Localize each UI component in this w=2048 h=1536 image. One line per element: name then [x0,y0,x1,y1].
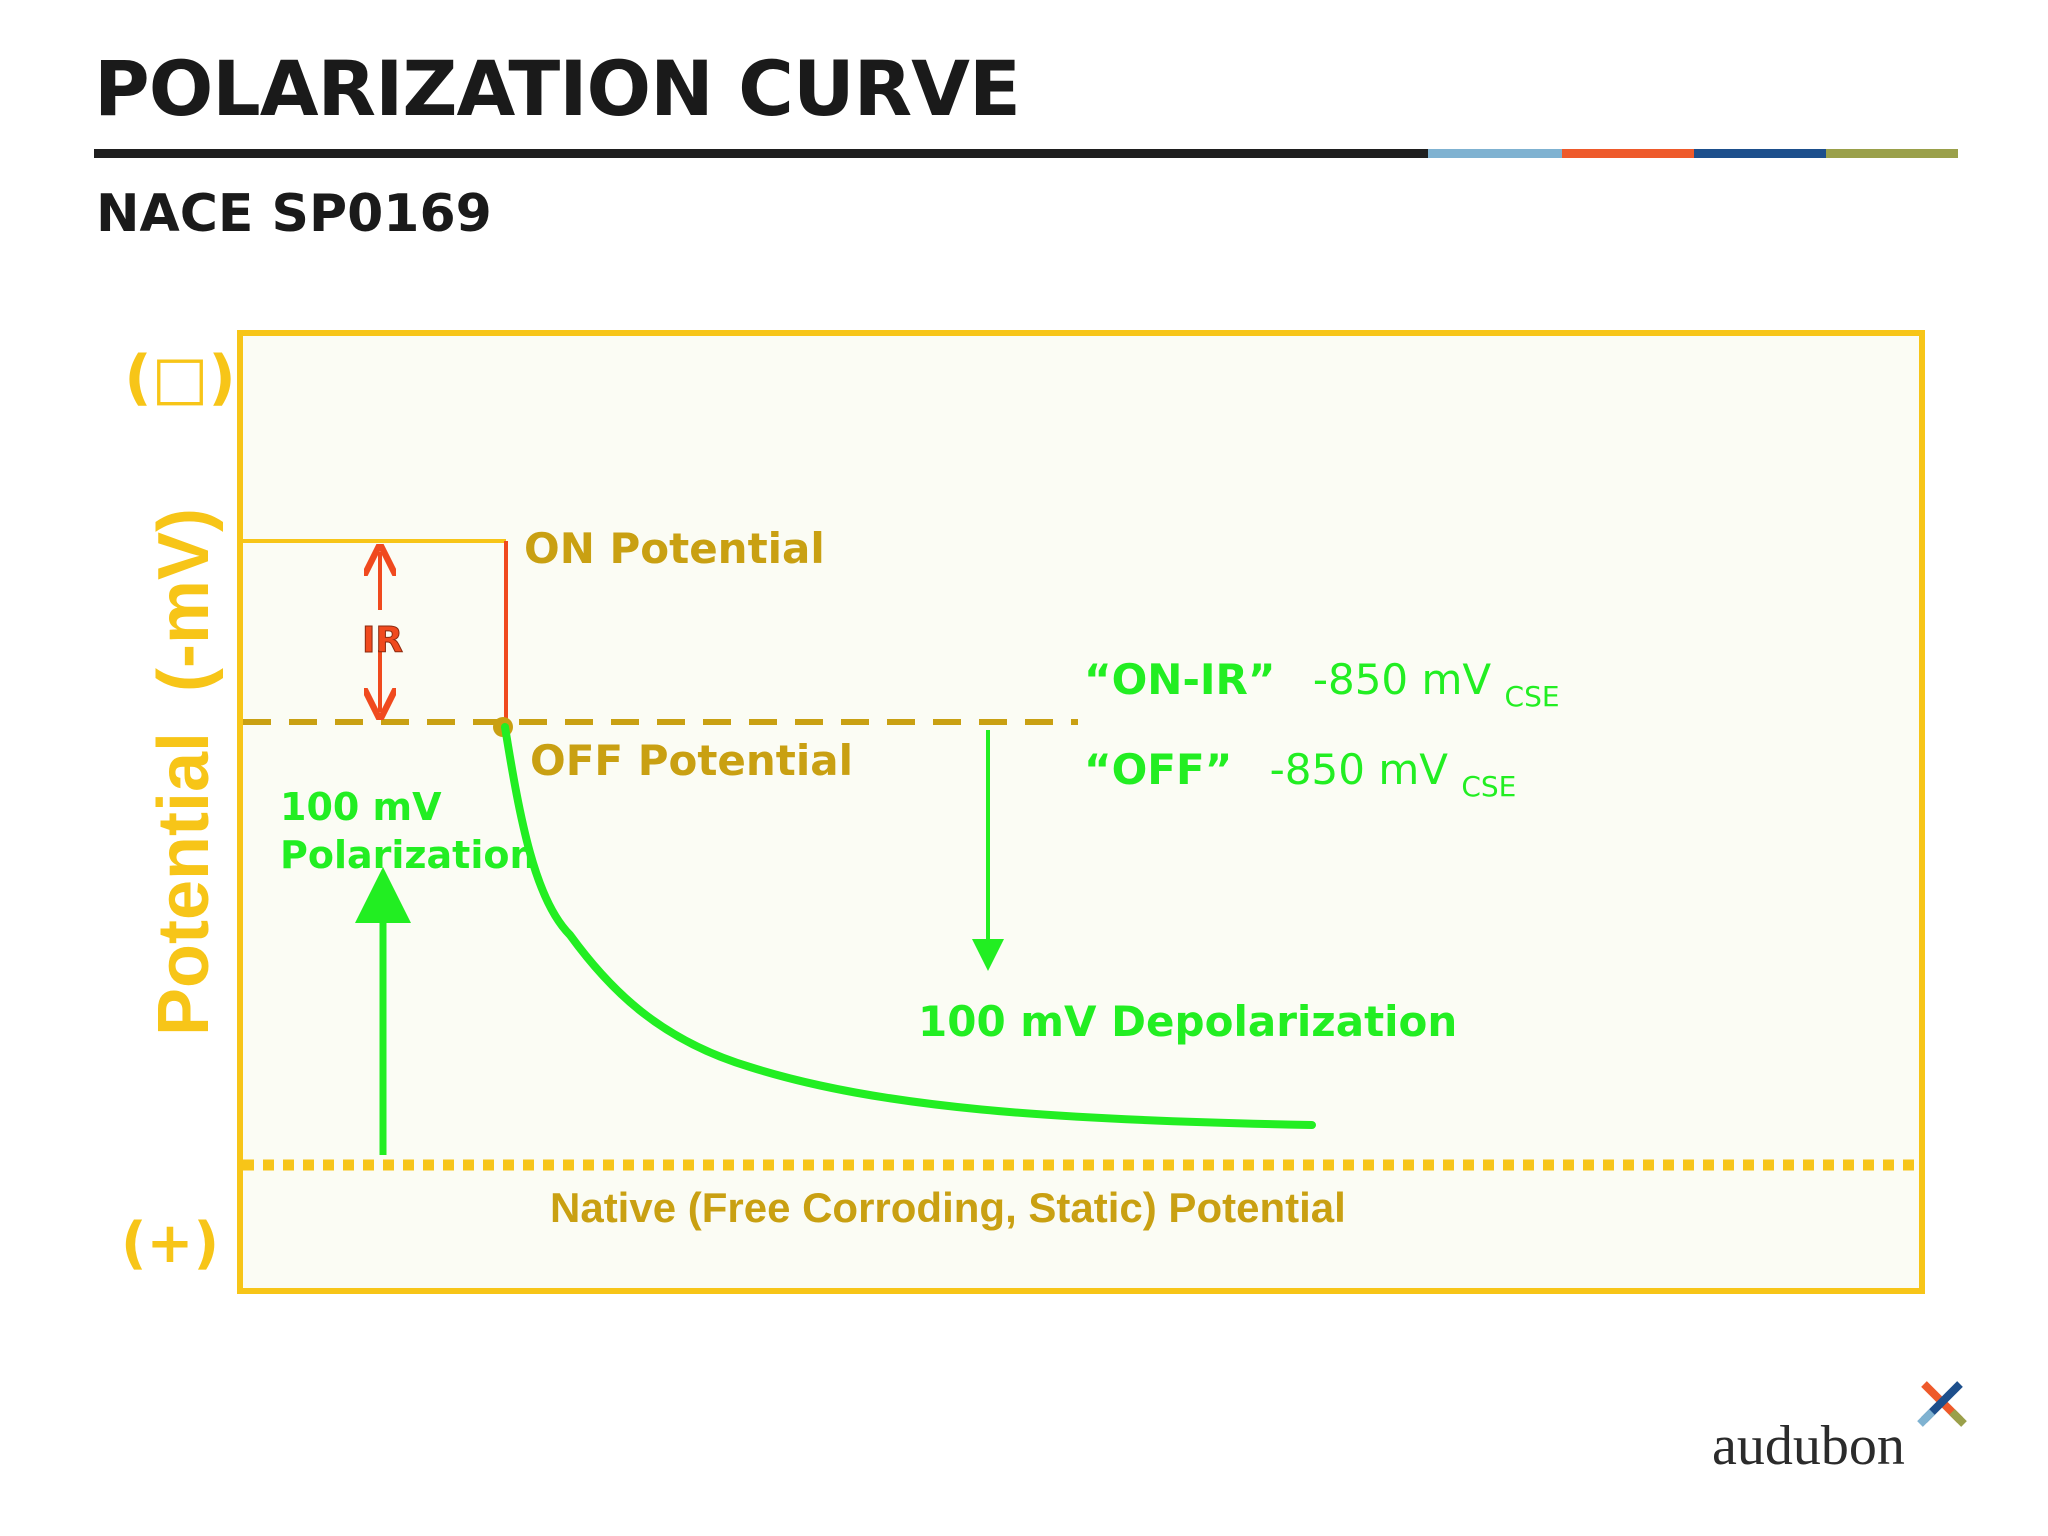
off-potential-label: OFF Potential [530,736,853,785]
ir-label: IR [362,620,403,661]
on-potential-label: ON Potential [524,524,825,573]
off-subscript: CSE [1461,770,1516,803]
native-potential-label: Native (Free Corroding, Static) Potentia… [550,1184,1346,1231]
chart-frame [237,330,1925,1294]
title-rule-olive [1826,149,1958,158]
y-axis-bottom-symbol: (+) [121,1211,219,1276]
on-ir-name: “ON-IR” [1084,655,1275,704]
title-rule-navy [1694,149,1826,158]
polarization-label-line2: Polarization [280,833,537,877]
on-ir-value: -850 mV [1313,655,1492,704]
off-label: “OFF” -850 mV CSE [1084,745,1516,803]
off-name: “OFF” [1084,745,1232,794]
polarization-label-line1: 100 mV [280,785,442,829]
audubon-cross-icon [1917,1381,1967,1427]
title-rule-dark [94,149,1428,158]
depolarization-label: 100 mV Depolarization [918,997,1457,1046]
depolarization-curve [501,723,1316,1129]
off-value: -850 mV [1270,745,1449,794]
page-subtitle: NACE SP0169 [96,184,492,244]
on-ir-label: “ON-IR” -850 mV CSE [1084,655,1560,713]
title-rule-blue [1428,149,1562,158]
title-rule-orange [1562,149,1694,158]
y-axis-label: Potential (-mV) [144,508,224,1036]
y-axis-top-symbol: (□) [124,343,236,413]
audubon-logo-text: audubon [1712,1415,1905,1477]
page-title: POLARIZATION CURVE [94,44,1021,133]
on-ir-subscript: CSE [1505,680,1560,713]
